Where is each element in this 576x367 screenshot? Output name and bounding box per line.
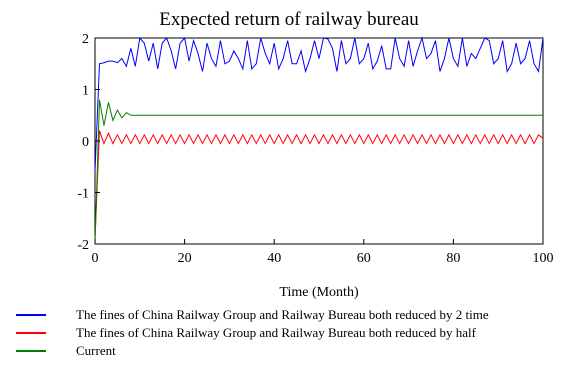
plot-frame [94,37,544,245]
x-tick-label: 60 [357,251,371,266]
legend-item: The fines of China Railway Group and Rai… [8,306,576,324]
x-tick-label: 40 [267,251,281,266]
y-tick-label: -1 [77,187,89,202]
legend: The fines of China Railway Group and Rai… [8,306,576,360]
legend-label: The fines of China Railway Group and Rai… [76,307,489,322]
x-tick-label: 0 [92,251,99,266]
series-line [94,99,543,245]
x-tick-label: 100 [533,251,554,266]
legend-item: Current [8,342,576,360]
legend-swatch [16,314,46,316]
legend-label: Current [76,343,116,358]
series-group [94,130,544,239]
series-group [94,99,544,245]
y-tick-label: 0 [82,135,89,150]
series-line [94,36,544,172]
legend-label: The fines of China Railway Group and Rai… [76,325,476,340]
legend-swatch [16,350,46,352]
x-tick-label: 20 [178,251,192,266]
x-tick-label: 80 [446,251,460,266]
axis-layer: 0 20 40 60 80 100 -2 -1 0 1 2 [77,32,553,266]
chart-title: Expected return of railway bureau [159,9,419,30]
y-tick-label: 2 [82,32,89,47]
series-group [94,36,544,172]
series-line [94,130,544,239]
series-layer [94,36,544,245]
legend-item: The fines of China Railway Group and Rai… [8,324,576,342]
y-tick-label: 1 [82,84,89,99]
x-axis-label: Time (Month) [279,285,359,300]
legend-swatch [16,332,46,334]
y-tick-label: -2 [77,238,89,253]
